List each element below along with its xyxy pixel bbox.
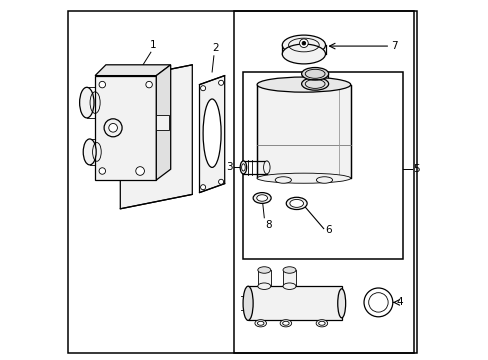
Bar [247, 286, 341, 320]
Ellipse shape [301, 68, 328, 80]
Ellipse shape [316, 320, 327, 327]
Ellipse shape [282, 35, 325, 55]
Ellipse shape [256, 195, 267, 201]
Bar [257, 270, 270, 286]
Text: 8: 8 [265, 220, 271, 230]
Text: 4: 4 [396, 297, 403, 307]
Circle shape [302, 41, 305, 45]
Polygon shape [95, 65, 170, 76]
Ellipse shape [203, 99, 221, 167]
Ellipse shape [282, 321, 288, 325]
Ellipse shape [257, 77, 350, 92]
Ellipse shape [243, 286, 253, 320]
Circle shape [99, 81, 105, 88]
Circle shape [368, 293, 387, 312]
Ellipse shape [285, 197, 306, 210]
Ellipse shape [275, 177, 291, 183]
Ellipse shape [263, 161, 269, 174]
Circle shape [200, 185, 205, 190]
Ellipse shape [283, 283, 295, 289]
Circle shape [200, 86, 205, 91]
Ellipse shape [254, 320, 266, 327]
Polygon shape [199, 76, 224, 193]
Ellipse shape [83, 139, 96, 165]
Ellipse shape [257, 267, 270, 273]
Circle shape [218, 80, 223, 85]
Bar [233, 11, 413, 353]
Circle shape [99, 168, 105, 174]
Ellipse shape [257, 283, 270, 289]
Text: 5: 5 [412, 164, 419, 174]
Circle shape [363, 288, 392, 317]
Ellipse shape [240, 161, 246, 174]
Ellipse shape [257, 321, 264, 325]
Ellipse shape [253, 193, 270, 203]
Text: 7: 7 [390, 41, 397, 51]
Circle shape [145, 81, 152, 88]
Bar [257, 85, 350, 178]
Ellipse shape [80, 87, 94, 118]
Polygon shape [95, 76, 156, 180]
Ellipse shape [337, 289, 345, 318]
Bar [242, 72, 402, 259]
Circle shape [299, 39, 307, 48]
Circle shape [218, 179, 223, 184]
Polygon shape [120, 65, 192, 209]
Ellipse shape [283, 267, 295, 273]
Ellipse shape [289, 199, 303, 207]
Ellipse shape [257, 173, 350, 183]
Ellipse shape [241, 164, 244, 171]
Ellipse shape [280, 320, 291, 327]
Circle shape [108, 123, 117, 132]
Bar [156, 115, 168, 130]
Ellipse shape [316, 177, 332, 183]
Ellipse shape [301, 78, 328, 90]
Text: 3: 3 [226, 162, 232, 172]
Text: 2: 2 [212, 43, 219, 53]
Circle shape [104, 119, 122, 137]
Circle shape [136, 167, 144, 175]
Ellipse shape [318, 321, 325, 325]
Text: 6: 6 [325, 225, 331, 235]
Polygon shape [156, 65, 170, 180]
Bar [283, 270, 295, 286]
Ellipse shape [282, 44, 325, 64]
Text: 1: 1 [150, 40, 157, 50]
